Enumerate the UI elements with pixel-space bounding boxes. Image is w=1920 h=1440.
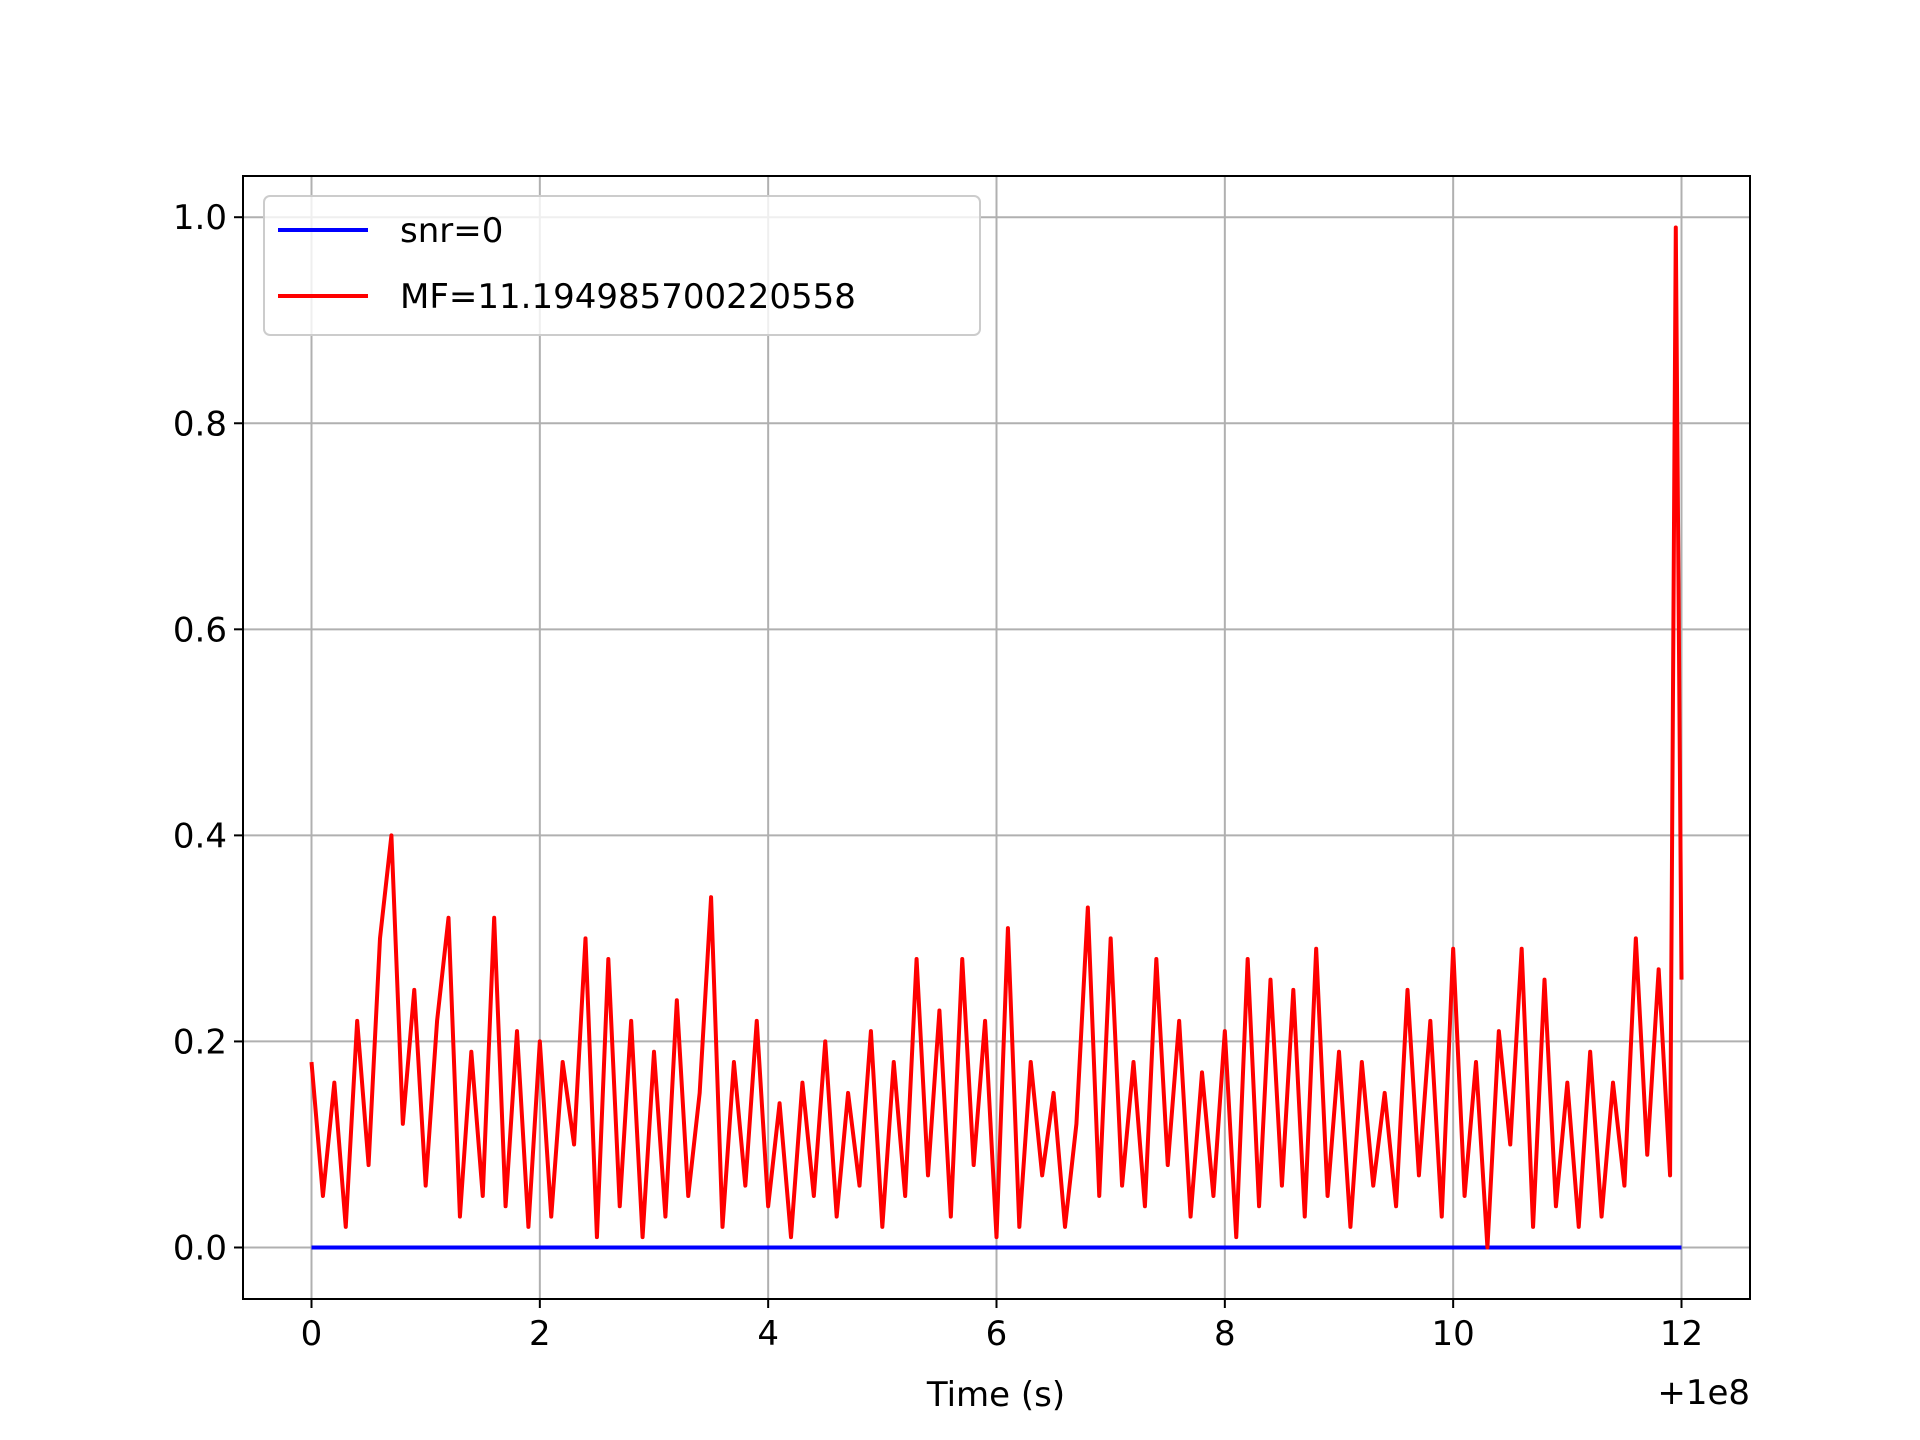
y-tick-label: 1.0	[173, 198, 227, 238]
x-offset-label: +1e8	[1657, 1373, 1750, 1413]
y-tick-label: 0.4	[173, 816, 227, 856]
x-tick-label: 2	[529, 1314, 551, 1354]
legend: snr=0 MF=11.194985700220558	[263, 195, 981, 336]
data-line	[309, 225, 1684, 1250]
x-tick-label: 10	[1432, 1314, 1475, 1354]
y-tick-label: 0.0	[173, 1228, 227, 1268]
plot-frame	[242, 175, 1751, 1300]
legend-label: snr=0	[400, 211, 503, 251]
y-tick-label: 0.8	[173, 404, 227, 444]
x-tick-label: 12	[1660, 1314, 1703, 1354]
x-tick-label: 8	[1214, 1314, 1236, 1354]
legend-box	[263, 195, 981, 336]
legend-label: MF=11.194985700220558	[400, 277, 856, 317]
x-tick-label: 4	[757, 1314, 779, 1354]
x-tick-label: 6	[986, 1314, 1008, 1354]
y-tick-label: 0.6	[173, 610, 227, 650]
x-tick-label: 0	[301, 1314, 323, 1354]
x-axis-label: Time (s)	[926, 1375, 1065, 1415]
y-tick-label: 0.2	[173, 1022, 227, 1062]
